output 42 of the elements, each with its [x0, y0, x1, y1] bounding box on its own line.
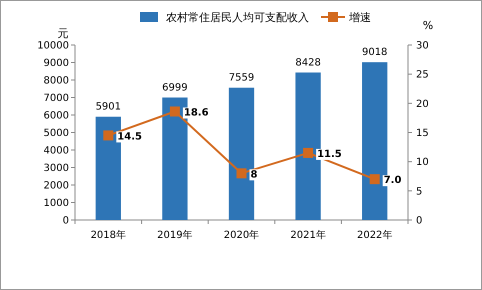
y-tick-label: 2000 [44, 180, 69, 192]
data-label: 8 [250, 169, 258, 180]
y2-tick-label: 20 [416, 98, 429, 110]
y2-tick-label: 5 [416, 186, 422, 198]
data-label: 5901 [96, 102, 122, 113]
y-tick-label: 0 [62, 216, 69, 226]
y-axis-title: 元 [58, 27, 68, 40]
data-label: 11.5 [317, 148, 342, 160]
y2-tick-label: 10 [416, 157, 429, 168]
y2-tick-label: 0 [416, 216, 422, 226]
data-label: 8428 [295, 58, 321, 69]
data-label: 9018 [362, 47, 388, 58]
y2-tick-label: 30 [416, 40, 429, 52]
point [303, 148, 314, 158]
x-tick-label: 2018年 [90, 229, 126, 241]
data-label: 14.5 [117, 131, 142, 142]
y-tick-label: 10000 [37, 40, 69, 52]
y-tick-label: 1000 [44, 198, 69, 209]
y2-tick-label: 15 [416, 128, 429, 139]
data-label: 6999 [162, 82, 188, 94]
y2-tick-label: 25 [416, 70, 429, 81]
point [370, 174, 380, 184]
point [170, 106, 180, 116]
y-tick-label: 6000 [44, 110, 69, 122]
y-tick-label: 4000 [44, 146, 69, 156]
data-label: 18.6 [184, 108, 209, 118]
x-tick-label: 2019年 [157, 229, 193, 241]
point [236, 168, 246, 178]
y-tick-label: 5000 [44, 128, 69, 139]
data-label: 7559 [228, 72, 254, 84]
legend-label: 增速 [348, 11, 371, 24]
x-tick-label: 2021年 [290, 229, 326, 241]
y-tick-label: 3000 [44, 163, 69, 174]
x-tick-label: 2022年 [356, 229, 392, 241]
data-label: 7.0 [384, 175, 402, 186]
y-tick-label: 8000 [44, 76, 69, 86]
y2-axis-title: % [422, 19, 434, 32]
point [103, 130, 114, 140]
legend-label: 农村常住居民人均可支配收入 [166, 11, 309, 24]
y-tick-label: 7000 [44, 93, 69, 104]
y-tick-label: 9000 [44, 58, 69, 69]
x-tick-label: 2020年 [224, 229, 260, 241]
